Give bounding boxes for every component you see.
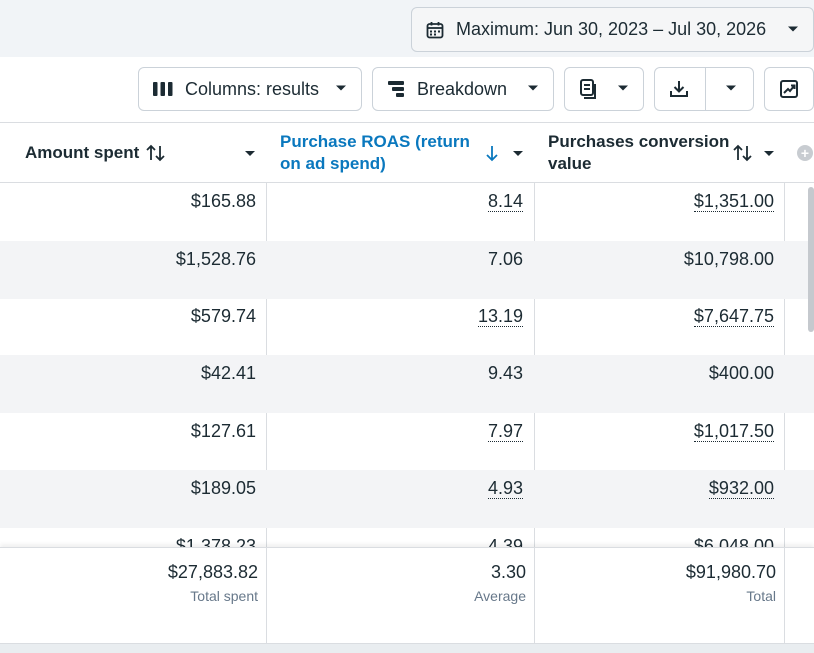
table-row[interactable]: $127.61 7.97 $1,017.50: [0, 413, 814, 471]
add-column-icon[interactable]: +: [797, 145, 813, 161]
conversion-value-cell[interactable]: $932.00: [708, 478, 774, 499]
roas-cell: 9.43: [487, 363, 523, 383]
date-range-picker[interactable]: Maximum: Jun 30, 2023 – Jul 30, 2026: [411, 7, 814, 52]
total-conversion-value: $91,980.70: [685, 562, 776, 582]
column-divider: [266, 548, 267, 653]
roas-cell[interactable]: 8.14: [487, 191, 523, 212]
table-row[interactable]: $579.74 13.19 $7,647.75: [0, 298, 814, 356]
vertical-scrollbar[interactable]: [808, 187, 814, 332]
sort-icon[interactable]: [732, 144, 754, 162]
reports-button[interactable]: [564, 67, 644, 111]
calendar-icon: [426, 21, 444, 38]
export-button-group: [654, 67, 754, 111]
date-range-label: Maximum: Jun 30, 2023 – Jul 30, 2026: [456, 19, 767, 39]
breakdown-icon: [388, 81, 404, 97]
chevron-down-icon: [336, 85, 346, 91]
column-menu-caret-icon[interactable]: [764, 148, 774, 158]
columns-button[interactable]: Columns: results: [138, 67, 362, 111]
amount-spent-cell: $165.88: [190, 191, 256, 211]
results-table: $165.88 8.14 $1,351.00 $1,528.76 7.06 $1…: [0, 122, 814, 653]
conversion-value-cell: $10,798.00: [683, 249, 774, 269]
conversion-header-line2: value: [548, 154, 592, 173]
roas-cell[interactable]: 7.97: [487, 421, 523, 442]
conversion-header-line1: Purchases conversion: [548, 132, 730, 151]
column-header-amount-spent[interactable]: Amount spent: [25, 123, 260, 183]
table-row[interactable]: $1,528.76 7.06 $10,798.00: [0, 241, 814, 299]
table-row[interactable]: $189.05 4.93 $932.00: [0, 470, 814, 528]
roas-header-line1: Purchase ROAS (return: [280, 132, 470, 151]
amount-spent-cell: $42.41: [200, 363, 256, 383]
column-menu-caret-icon[interactable]: [513, 148, 523, 158]
columns-label: Columns: results: [185, 78, 320, 99]
chevron-down-icon: [788, 26, 798, 32]
download-icon[interactable]: [669, 79, 689, 99]
report-stack-icon: [580, 79, 596, 99]
chevron-down-icon[interactable]: [725, 82, 737, 94]
column-divider: [534, 548, 535, 653]
amount-spent-cell: $189.05: [190, 478, 256, 498]
total-conversion-value-label: Total: [746, 588, 776, 604]
amount-spent-header-label: Amount spent: [25, 143, 140, 162]
totals-row: $27,883.82 Total spent 3.30 Average $91,…: [0, 547, 814, 653]
roas-cell: 7.06: [487, 249, 523, 269]
conversion-value-cell[interactable]: $1,017.50: [693, 421, 774, 442]
bottom-edge: [0, 643, 814, 653]
average-roas: 3.30: [490, 562, 526, 582]
breakdown-button[interactable]: Breakdown: [372, 67, 554, 111]
total-amount-spent-label: Total spent: [190, 588, 258, 604]
total-amount-spent: $27,883.82: [167, 562, 258, 582]
breakdown-label: Breakdown: [417, 78, 508, 99]
roas-header-line2: on ad spend): [280, 154, 386, 173]
amount-spent-cell: $127.61: [190, 421, 256, 441]
average-roas-label: Average: [474, 588, 526, 604]
amount-spent-cell: $1,528.76: [175, 249, 256, 269]
column-menu-caret-icon[interactable]: [245, 148, 255, 158]
chevron-down-icon: [528, 85, 538, 91]
column-header-purchase-roas[interactable]: Purchase ROAS (return on ad spend): [280, 123, 530, 183]
column-header-purchases-conversion-value[interactable]: Purchases conversion value: [548, 123, 778, 183]
top-bar: Maximum: Jun 30, 2023 – Jul 30, 2026: [0, 0, 814, 57]
conversion-value-cell[interactable]: $7,647.75: [693, 306, 774, 327]
sort-descending-icon[interactable]: [485, 144, 499, 162]
chevron-down-icon: [618, 85, 628, 91]
button-divider: [705, 68, 706, 110]
conversion-value-cell[interactable]: $1,351.00: [693, 191, 774, 212]
table-header: Amount spent Purchase ROAS (return on ad…: [0, 122, 814, 183]
column-divider: [784, 548, 785, 653]
conversion-value-cell: $400.00: [708, 363, 774, 383]
roas-cell[interactable]: 13.19: [477, 306, 523, 327]
sort-icon[interactable]: [145, 144, 167, 162]
table-row[interactable]: $165.88 8.14 $1,351.00: [0, 183, 814, 241]
table-row[interactable]: $42.41 9.43 $400.00: [0, 355, 814, 413]
columns-icon: [153, 82, 173, 96]
chart-button[interactable]: [764, 67, 814, 111]
amount-spent-cell: $579.74: [190, 306, 256, 326]
chart-icon: [780, 80, 798, 98]
roas-cell[interactable]: 4.93: [487, 478, 523, 499]
